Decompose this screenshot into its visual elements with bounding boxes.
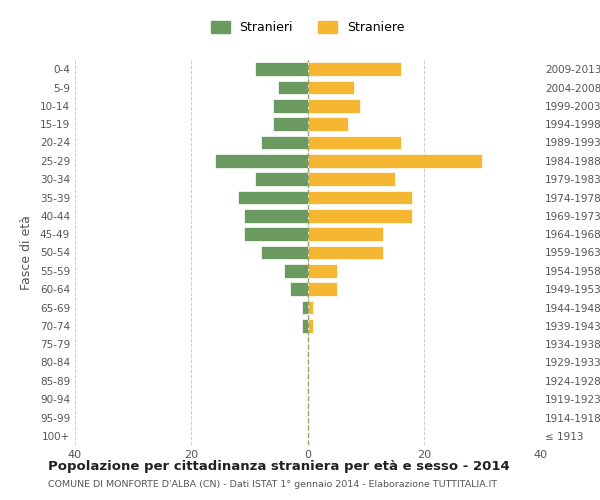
Bar <box>308 228 383 241</box>
Bar <box>261 136 308 149</box>
Bar <box>308 190 412 204</box>
Bar <box>308 319 313 332</box>
Y-axis label: Fasce di età: Fasce di età <box>20 215 33 290</box>
Bar <box>308 300 313 314</box>
Bar <box>308 246 383 260</box>
Bar <box>308 118 348 131</box>
Bar <box>308 264 337 278</box>
Bar <box>284 264 308 278</box>
Bar <box>278 80 308 94</box>
Bar <box>244 228 308 241</box>
Bar <box>308 62 401 76</box>
Bar <box>308 154 482 168</box>
Bar <box>302 319 308 332</box>
Bar <box>308 136 401 149</box>
Bar <box>261 246 308 260</box>
Bar <box>255 172 308 186</box>
Bar <box>244 209 308 222</box>
Legend: Stranieri, Straniere: Stranieri, Straniere <box>206 16 409 39</box>
Bar <box>308 172 395 186</box>
Bar <box>272 118 308 131</box>
Bar <box>308 99 360 112</box>
Bar <box>290 282 308 296</box>
Bar <box>308 80 354 94</box>
Bar <box>308 282 337 296</box>
Bar <box>255 62 308 76</box>
Bar <box>308 209 412 222</box>
Bar <box>238 190 308 204</box>
Bar <box>272 99 308 112</box>
Text: COMUNE DI MONFORTE D'ALBA (CN) - Dati ISTAT 1° gennaio 2014 - Elaborazione TUTTI: COMUNE DI MONFORTE D'ALBA (CN) - Dati IS… <box>48 480 497 489</box>
Text: Popolazione per cittadinanza straniera per età e sesso - 2014: Popolazione per cittadinanza straniera p… <box>48 460 510 473</box>
Bar <box>302 300 308 314</box>
Bar <box>215 154 308 168</box>
